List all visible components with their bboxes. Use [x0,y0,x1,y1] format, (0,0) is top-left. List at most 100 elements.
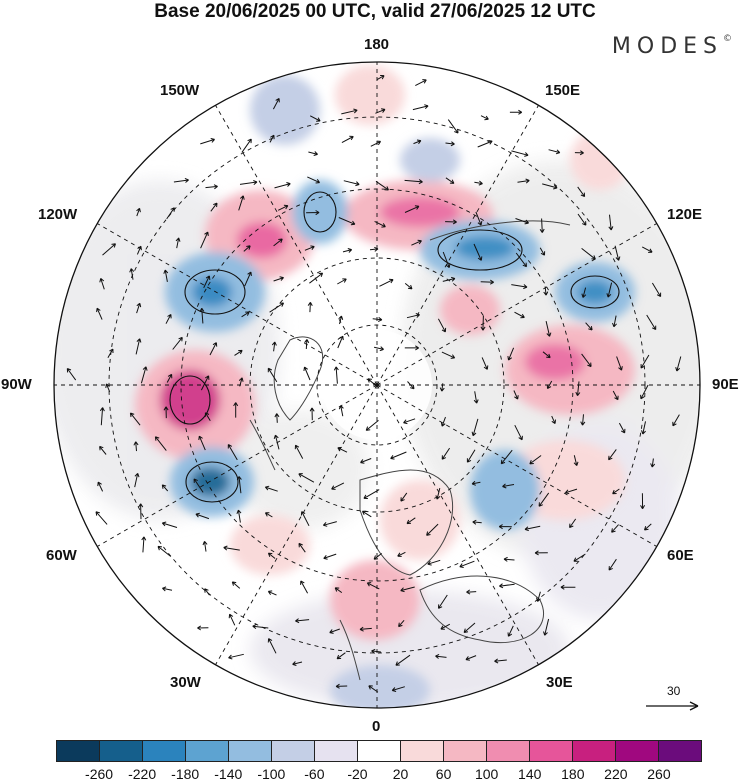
wind-vector-arrow [509,109,523,115]
wind-vector-arrow [273,238,283,247]
colorbar-tick-label: 20 [392,766,409,782]
wind-vector-arrow [513,390,519,400]
wind-vector-arrow [134,472,140,488]
wind-vector-arrow [614,245,621,261]
colorbar [56,740,702,762]
wind-vector-arrow [616,356,623,371]
label-lon-60w: 60W [46,547,77,564]
wind-vector-arrow [640,384,649,400]
wind-vector-arrow [233,402,239,418]
wind-vector-arrow [102,243,116,256]
wind-vector-arrow [406,313,420,319]
colorbar-swatch [186,741,229,761]
wind-vector-arrow [195,512,210,520]
wind-vector-arrow [198,435,206,451]
wind-vector-arrow [308,151,318,156]
wind-vector-arrow [96,307,103,320]
wind-vector-arrow [241,311,250,318]
wind-vector-arrow [363,489,380,499]
colorbar-swatch [100,741,143,761]
wind-vector-arrow [272,97,280,110]
wind-vector-arrow [477,140,493,148]
wind-vector-arrow [341,135,354,144]
wind-vector-arrow [511,284,528,290]
label-lon-120e: 120E [667,206,703,223]
wind-vector-arrow [161,484,169,492]
wind-vector-arrow [200,231,209,249]
meridian-line [376,223,657,386]
wind-vector-arrow [480,279,494,285]
wind-vector-arrow [612,390,619,401]
wind-vector-arrow [66,368,77,381]
label-lon-0: 0 [372,718,381,735]
wind-vector-arrow [172,336,183,350]
colorbar-tick-label: -220 [128,766,157,782]
wind-vector-arrow [306,210,320,216]
wind-vector-arrow [243,245,251,252]
wind-vector-arrow [322,521,337,527]
wind-vector-arrow [138,503,144,520]
wind-vector-arrow [641,246,653,253]
wind-vector-arrow [342,248,353,253]
wind-vector-arrow [646,314,657,331]
wind-vector-arrow [273,434,280,450]
wind-vector-arrow [391,686,405,692]
wind-vector-arrow [397,551,406,557]
wind-vector-arrow [543,286,549,296]
wind-vector-arrow [338,217,356,226]
label-lon-30w: 30W [170,674,201,691]
wind-vector-arrow [252,624,269,629]
wind-vector-arrow [370,140,382,147]
label-lon-90w: 90W [1,376,32,393]
wind-vector-arrow [675,356,682,372]
colorbar-swatch [616,741,659,761]
wind-vector-arrow [644,523,652,531]
wind-vector-arrow [514,311,525,319]
wind-vector-arrow [608,449,617,461]
wind-vector-arrow [573,455,579,466]
wind-vector-arrow [163,406,169,419]
wind-vector-arrow [536,591,541,602]
wind-vector-arrow [107,348,114,359]
wind-vector-arrow [400,586,415,593]
wind-vector-arrow [395,654,411,666]
wind-vector-arrow [133,441,139,452]
colorbar-tick-label: -100 [257,766,286,782]
wind-vector-arrow [309,272,324,284]
reference-vector-arrow [646,701,699,711]
wind-vector-arrow [390,451,407,460]
wind-vector-arrow [564,488,578,495]
colorbar-tick-label: -180 [171,766,200,782]
wind-vector-arrow [473,243,483,261]
wind-vector-arrow [480,115,489,121]
wind-vector-arrow [404,205,420,213]
wind-vector-arrow [234,349,243,356]
wind-vector-arrow [606,282,613,298]
map-title: Base 20/06/2025 00 UTC, valid 27/06/2025… [154,1,596,22]
wind-vector-arrow [375,180,389,191]
wind-vector-arrow [494,658,507,664]
wind-vector-arrow [140,366,148,384]
wind-vector-arrow [515,218,529,225]
wind-vector-arrow [517,178,530,184]
wind-vector-arrow [466,449,476,463]
wind-vector-arrow [511,150,529,157]
wind-vector-arrow [298,542,306,553]
wind-vector-arrow [369,246,379,252]
meridian-line [215,384,378,665]
wind-vector-arrow [329,628,340,634]
wind-vector-arrow [267,638,277,654]
wind-vector-arrow [548,149,561,155]
wind-vector-arrow [205,184,218,190]
wind-vector-arrow [298,473,315,483]
wind-vector-arrow [366,582,380,590]
wind-vector-arrow [573,553,586,562]
wind-vector-arrow [200,375,210,391]
wind-vector-arrow [641,421,646,435]
wind-vector-arrow [473,391,479,404]
wind-vector-arrow [440,623,451,630]
wind-vector-arrow [373,553,383,560]
wind-vector-arrow [269,134,275,143]
wind-vector-arrow [471,480,481,486]
wind-vector-arrow [515,252,527,268]
